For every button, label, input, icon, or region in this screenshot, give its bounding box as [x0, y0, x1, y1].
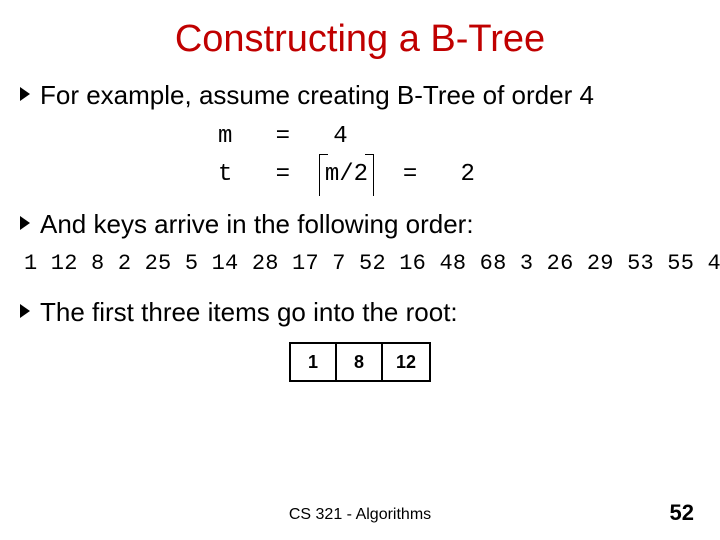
formula-ceil-inner: m/2: [325, 161, 368, 188]
formula-block: m = 4 t = m/2 = 2: [218, 118, 702, 195]
bullet-3-text: The first three items go into the root:: [40, 296, 458, 329]
bullet-icon: [18, 214, 32, 232]
slide-footer: CS 321 - Algorithms: [0, 506, 720, 524]
bullet-2-text: And keys arrive in the following order:: [40, 208, 474, 241]
ceiling-brackets: m/2: [319, 156, 374, 194]
node-cell-0: 1: [291, 344, 337, 380]
btree-root-node: 1 8 12: [289, 342, 431, 382]
formula-t: t: [218, 161, 232, 188]
formula-eq2: =: [403, 161, 417, 188]
formula-eq: =: [276, 123, 290, 150]
bullet-1: For example, assume creating B-Tree of o…: [18, 79, 702, 112]
node-cell-1: 8: [337, 344, 383, 380]
footer-text: CS 321 - Algorithms: [289, 506, 431, 524]
bullet-3: The first three items go into the root:: [18, 296, 702, 329]
formula-2: 2: [461, 161, 475, 188]
bullet-1-text: For example, assume creating B-Tree of o…: [40, 79, 594, 112]
bullet-icon: [18, 85, 32, 103]
formula-line-2: t = m/2 = 2: [218, 156, 702, 194]
formula-line-1: m = 4: [218, 118, 702, 156]
key-sequence: 1 12 8 2 25 5 14 28 17 7 52 16 48 68 3 2…: [24, 251, 702, 276]
formula-4: 4: [333, 123, 347, 150]
formula-m: m: [218, 123, 232, 150]
formula-eq1: =: [276, 161, 290, 188]
node-cell-2: 12: [383, 344, 429, 380]
page-title: Constructing a B-Tree: [18, 18, 702, 61]
slide-container: Constructing a B-Tree For example, assum…: [0, 0, 720, 540]
bullet-icon: [18, 302, 32, 320]
bullet-2: And keys arrive in the following order:: [18, 208, 702, 241]
btree-root-diagram: 1 8 12: [18, 342, 702, 382]
page-number: 52: [670, 500, 694, 526]
